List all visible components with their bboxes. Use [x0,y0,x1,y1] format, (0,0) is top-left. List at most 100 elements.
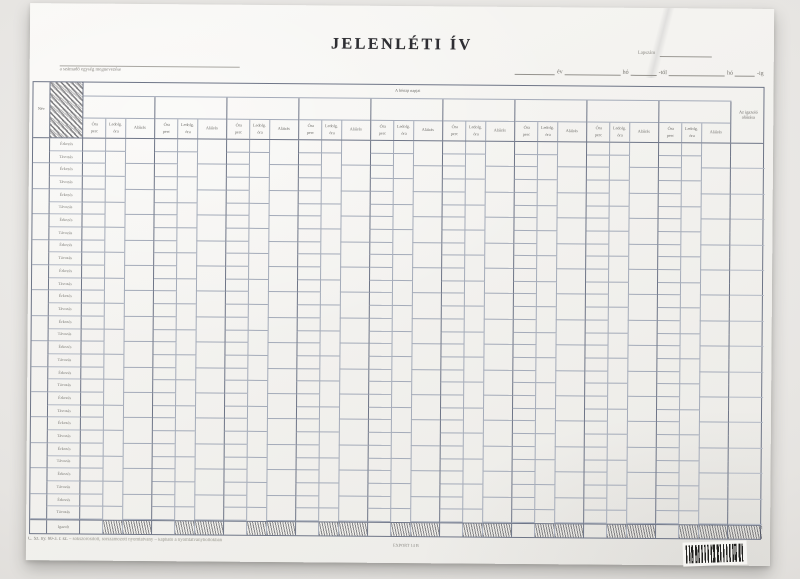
signature-cell [699,346,729,360]
name-cell [31,328,49,342]
worked-hours-cell [462,471,483,485]
day-group [513,294,586,308]
time-cell [224,508,247,521]
row-label: Távozás [48,277,83,291]
day-group [442,204,515,219]
day-group [298,165,371,179]
worked-hours-cell [390,407,412,421]
signature-cell [484,255,514,269]
signature-cell [410,458,440,472]
worked-hours-cell [320,203,341,217]
day-group [513,370,586,384]
time-cell [81,303,104,317]
worked-hours-cell [536,218,557,232]
row-label: Távozás [49,150,84,164]
worked-hours-cell [320,254,341,268]
subheader-cell: Ledolg. óra [465,121,486,141]
worked-hours-cell [462,408,484,422]
time-cell [657,397,680,410]
day-group-header: Óra perc Ledolg. óra Aláírás [443,99,516,141]
worked-hours-cell [536,243,557,257]
total-worked-hours-cell [462,523,483,537]
worked-hours-cell [318,470,339,484]
worked-hours-cell [392,191,413,205]
worked-hours-cell [247,343,268,356]
signature-cell [698,422,728,436]
time-cell [369,356,392,370]
day-group [225,317,298,331]
signature-cell [483,344,513,358]
time-cell [657,371,680,385]
name-cell [31,366,49,380]
time-cell [153,380,176,394]
unit-name-caption: a számadó egység megnevezése [59,67,122,73]
worked-hours-cell [177,139,198,153]
day-group [585,333,658,347]
signature-cell [340,191,370,205]
day-group [368,471,441,485]
worked-hours-cell [680,168,701,182]
signature-cell [555,281,586,295]
day-group [441,319,514,333]
signature-cell [483,383,513,396]
subheader-cell: Óra perc [234,123,242,135]
time-cell [370,267,393,281]
day-group [656,409,730,424]
day-group [298,267,371,281]
day-group [152,418,225,432]
worked-hours-cell [102,418,123,431]
signature-cell [483,370,513,384]
worked-hours-cell [390,458,411,472]
day-group [657,371,730,385]
signature-cell [267,381,297,395]
subheader-cell: Óra perc [666,127,674,138]
time-cell [369,331,392,345]
signature-cell [196,228,226,242]
time-cell [226,177,249,191]
worked-hours-cell [536,205,557,219]
subheader-cell: Ledolg. óra [681,123,702,143]
worked-hours-cell [680,232,701,245]
day-group [224,469,297,484]
time-cell [297,330,320,344]
time-cell [368,458,391,472]
time-cell [296,419,319,433]
signature-cell [123,316,153,330]
row-label: Távozás [47,481,81,495]
total-time-cell [152,521,174,534]
time-cell [152,456,175,470]
day-group [514,180,587,194]
signature-cell [123,329,153,343]
time-cell [154,266,177,279]
day-group [440,420,513,435]
time-cell [370,153,394,167]
verifier-cell [730,296,764,309]
signature-cell [699,384,729,398]
worked-hours-cell [103,392,124,406]
signature-cell [266,444,296,458]
time-cell [226,165,249,178]
signature-cell [339,318,369,332]
signature-cell [628,155,659,169]
time-cell [513,370,536,384]
worked-hours-cell [318,419,339,433]
day-group [296,445,369,459]
day-group [81,379,154,394]
time-cell [152,482,175,495]
worked-hours-cell [534,421,555,435]
time-cell [153,291,176,305]
signature-cell [410,471,440,485]
time-cell [440,433,463,447]
day-group [152,469,225,483]
verifier-cell [730,257,765,271]
worked-hours-cell [318,457,339,471]
name-cell [32,252,50,266]
day-group [656,422,729,436]
day-group [514,167,587,181]
total-worked-hours-cell [606,524,627,538]
day-group [297,279,371,294]
day-group [80,456,153,470]
signature-cell [410,433,440,447]
day-group [513,319,586,334]
name-cell [32,150,51,164]
